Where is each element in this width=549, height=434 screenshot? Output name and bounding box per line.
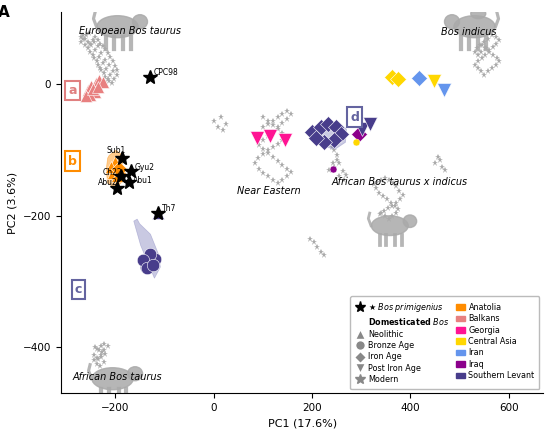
Text: Sub1: Sub1 [107, 146, 126, 155]
Text: European Bos taurus: European Bos taurus [79, 26, 181, 36]
Text: d: d [350, 111, 359, 124]
Text: African Bos taurus x indicus: African Bos taurus x indicus [332, 177, 468, 187]
Text: Ch22: Ch22 [102, 168, 122, 177]
Ellipse shape [127, 367, 143, 381]
Text: b: b [68, 155, 77, 168]
Ellipse shape [445, 15, 460, 29]
Ellipse shape [97, 16, 138, 38]
Text: CPC98: CPC98 [153, 68, 178, 77]
Ellipse shape [403, 215, 417, 227]
Text: A: A [0, 5, 10, 20]
Ellipse shape [454, 16, 495, 38]
Text: Abu1: Abu1 [133, 176, 153, 185]
Text: Th7: Th7 [162, 204, 176, 213]
Polygon shape [83, 79, 106, 101]
Text: Gyu2: Gyu2 [135, 163, 155, 172]
Text: African Bos taurus: African Bos taurus [72, 372, 163, 382]
Text: a: a [68, 84, 77, 97]
Text: Abu2: Abu2 [98, 178, 117, 187]
Y-axis label: PC2 (3.6%): PC2 (3.6%) [7, 171, 17, 234]
Legend: $\bigstar$ $\it{Bos\ primigenius}$, $\bf{Domesticated}$ $\it{Bos}$, Neolithic, B: $\bigstar$ $\it{Bos\ primigenius}$, $\bf… [350, 296, 540, 389]
Text: Bos indicus: Bos indicus [441, 27, 496, 37]
Text: Near Eastern: Near Eastern [237, 186, 300, 196]
Polygon shape [106, 150, 122, 188]
Polygon shape [308, 122, 346, 149]
Ellipse shape [470, 9, 486, 19]
Text: c: c [75, 283, 82, 296]
Ellipse shape [371, 216, 408, 236]
X-axis label: PC1 (17.6%): PC1 (17.6%) [267, 418, 337, 428]
Ellipse shape [92, 368, 133, 390]
Polygon shape [134, 219, 160, 278]
Ellipse shape [132, 15, 148, 29]
